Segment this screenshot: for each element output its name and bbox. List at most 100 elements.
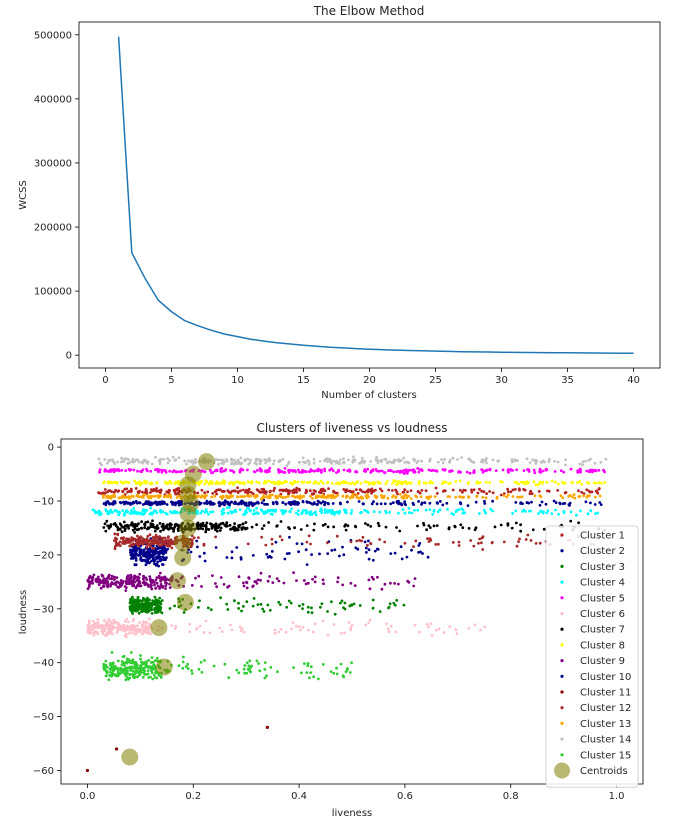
scatter-point xyxy=(157,459,161,463)
scatter-point xyxy=(255,523,258,527)
scatter-point xyxy=(489,507,492,511)
scatter-point xyxy=(240,502,243,506)
scatter-point xyxy=(461,490,464,494)
scatter-point xyxy=(589,509,593,513)
scatter-point xyxy=(217,462,220,466)
scatter-point xyxy=(154,586,158,590)
scatter-point xyxy=(199,526,203,530)
scatter-point xyxy=(151,541,155,544)
scatter-point xyxy=(173,509,176,513)
scatter-point xyxy=(267,521,270,524)
scatter-point xyxy=(395,599,399,602)
scatter-point xyxy=(598,494,602,498)
scatter-point xyxy=(351,460,355,464)
scatter-point xyxy=(507,470,510,474)
scatter-point xyxy=(204,508,208,511)
scatter-point xyxy=(131,555,135,559)
scatter-point xyxy=(471,460,474,464)
scatter-point xyxy=(87,580,91,584)
scatter-point xyxy=(219,576,223,579)
scatter-point xyxy=(124,589,128,592)
scatter-point xyxy=(320,602,324,606)
scatter-point xyxy=(145,502,149,506)
scatter-point xyxy=(133,599,137,602)
scatter-point xyxy=(270,480,274,484)
scatter-point xyxy=(442,631,446,634)
scatter-point xyxy=(180,470,184,473)
scatter-point xyxy=(220,630,224,633)
scatter-point xyxy=(451,488,455,492)
scatter-point xyxy=(128,576,132,580)
scatter-point xyxy=(358,604,362,607)
scatter-point xyxy=(315,503,319,506)
scatter-point xyxy=(323,469,327,473)
scatter-point xyxy=(260,501,264,505)
scatter-point xyxy=(564,463,567,467)
scatter-x-tick-label: 0.8 xyxy=(503,791,519,802)
scatter-point xyxy=(165,581,169,585)
scatter-point xyxy=(464,489,467,492)
scatter-point xyxy=(553,459,556,463)
scatter-point xyxy=(241,488,245,492)
scatter-point xyxy=(221,521,225,525)
scatter-point xyxy=(360,539,363,543)
scatter-point xyxy=(488,468,492,472)
scatter-point xyxy=(233,522,237,525)
scatter-point xyxy=(420,501,424,505)
scatter-point xyxy=(579,509,582,513)
scatter-point xyxy=(397,511,400,515)
legend-label: Cluster 2 xyxy=(580,546,625,557)
scatter-point xyxy=(207,512,210,516)
scatter-point xyxy=(198,599,201,603)
scatter-point xyxy=(140,602,144,605)
scatter-point xyxy=(196,545,199,549)
scatter-point xyxy=(112,621,115,625)
scatter-point xyxy=(106,524,110,528)
scatter-point xyxy=(562,470,566,474)
scatter-point xyxy=(125,495,128,499)
scatter-point xyxy=(369,542,373,546)
scatter-point xyxy=(319,468,322,472)
scatter-point xyxy=(150,603,153,606)
scatter-point xyxy=(158,596,162,600)
scatter-point xyxy=(287,526,290,529)
scatter-point xyxy=(174,624,178,628)
legend-marker xyxy=(560,737,564,741)
scatter-point xyxy=(392,494,395,498)
scatter-point xyxy=(326,480,330,484)
scatter-point xyxy=(437,627,441,631)
scatter-point xyxy=(297,625,301,628)
scatter-point xyxy=(169,541,173,544)
scatter-point xyxy=(147,617,151,621)
scatter-point xyxy=(132,506,136,510)
scatter-point xyxy=(121,490,125,494)
scatter-point xyxy=(234,510,238,513)
scatter-point xyxy=(413,577,417,580)
scatter-point xyxy=(194,457,197,461)
scatter-point xyxy=(356,547,360,551)
scatter-point xyxy=(138,673,142,677)
scatter-point xyxy=(245,580,248,584)
scatter-point xyxy=(216,526,220,530)
scatter-point xyxy=(297,468,300,472)
scatter-point xyxy=(128,672,132,676)
scatter-point xyxy=(106,580,109,584)
scatter-point xyxy=(146,599,150,603)
scatter-point xyxy=(86,587,90,591)
scatter-y-tick-label: −50 xyxy=(33,712,54,723)
scatter-point xyxy=(126,490,129,494)
scatter-point xyxy=(274,510,277,513)
scatter-point xyxy=(292,666,295,669)
scatter-point xyxy=(130,624,133,627)
scatter-point xyxy=(287,468,291,472)
scatter-point xyxy=(164,584,168,587)
scatter-point xyxy=(383,457,387,461)
scatter-point xyxy=(103,619,106,622)
scatter-point xyxy=(155,656,159,660)
scatter-point xyxy=(203,524,207,528)
scatter-point xyxy=(115,621,118,625)
scatter-point xyxy=(533,494,537,498)
scatter-point xyxy=(399,469,403,473)
scatter-point xyxy=(137,527,141,531)
scatter-point xyxy=(562,511,566,515)
